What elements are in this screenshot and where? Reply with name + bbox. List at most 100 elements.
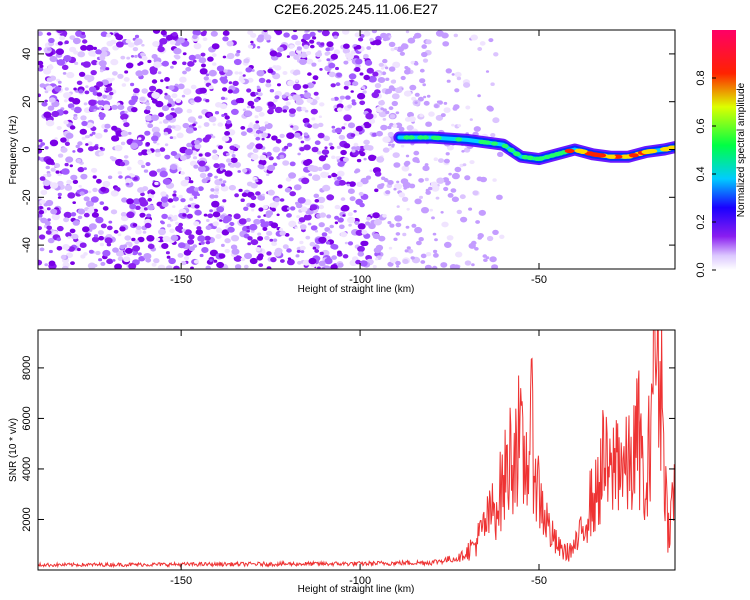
noise-speck — [299, 58, 307, 65]
x-tick-label: -100 — [349, 575, 371, 587]
noise-speck — [144, 222, 152, 229]
signal-blob — [433, 135, 441, 141]
noise-speck — [96, 92, 103, 97]
noise-speck — [445, 181, 450, 186]
noise-speck — [292, 83, 302, 91]
noise-speck — [223, 215, 232, 223]
noise-speck — [424, 177, 429, 182]
noise-speck — [133, 87, 140, 94]
noise-speck — [166, 223, 172, 228]
noise-speck — [374, 171, 382, 177]
noise-speck — [359, 34, 365, 38]
noise-speck — [98, 60, 107, 67]
noise-speck — [487, 106, 494, 112]
noise-speck — [347, 188, 355, 194]
noise-speck — [147, 193, 155, 199]
noise-speck — [428, 186, 433, 191]
noise-speck — [477, 236, 483, 240]
noise-speck — [372, 265, 377, 269]
noise-speck — [192, 30, 201, 36]
noise-speck — [100, 223, 107, 229]
noise-speck — [385, 190, 391, 195]
noise-speck — [265, 213, 272, 219]
noise-speck — [194, 54, 201, 60]
snr-frame — [37, 329, 676, 571]
noise-speck — [108, 220, 113, 224]
noise-speck — [177, 167, 182, 171]
noise-speck — [392, 61, 401, 68]
noise-speck — [464, 260, 472, 266]
noise-speck — [453, 33, 458, 38]
noise-speck — [350, 90, 354, 93]
noise-speck — [342, 30, 350, 35]
noise-speck — [380, 124, 388, 131]
noise-speck — [229, 149, 234, 154]
noise-speck — [124, 235, 132, 241]
noise-speck — [234, 71, 239, 75]
noise-speck — [291, 34, 298, 40]
noise-speck — [266, 251, 272, 256]
noise-speck — [471, 263, 475, 267]
noise-speck — [318, 222, 325, 228]
noise-speck — [182, 61, 187, 66]
noise-speck — [380, 183, 385, 187]
noise-speck — [456, 76, 462, 81]
noise-speck — [280, 259, 285, 263]
noise-speck — [311, 117, 316, 121]
noise-speck — [161, 213, 168, 219]
noise-speck — [266, 230, 273, 236]
noise-speck — [355, 125, 363, 132]
noise-speck — [246, 105, 251, 109]
noise-speck — [257, 92, 263, 97]
noise-speck — [342, 214, 346, 217]
chart-title: C2E6.2025.245.11.06.E27 — [274, 1, 438, 17]
noise-speck — [319, 68, 323, 71]
noise-speck — [258, 164, 265, 170]
noise-speck — [65, 156, 74, 163]
noise-speck — [169, 136, 174, 140]
noise-speck — [311, 62, 317, 67]
signal-blob — [644, 149, 655, 154]
noise-speck — [255, 143, 263, 150]
noise-speck — [46, 77, 53, 83]
noise-speck — [356, 158, 362, 163]
noise-speck — [391, 100, 398, 107]
noise-speck — [390, 47, 395, 52]
noise-speck — [266, 266, 272, 269]
noise-speck — [372, 132, 378, 137]
noise-speck — [250, 40, 254, 44]
noise-speck — [486, 235, 494, 242]
noise-speck — [388, 246, 393, 250]
noise-speck — [286, 142, 293, 147]
noise-speck — [130, 142, 139, 150]
noise-speck — [387, 221, 392, 225]
noise-speck — [432, 232, 437, 236]
noise-speck — [336, 103, 344, 109]
noise-speck — [187, 239, 195, 245]
noise-speck — [303, 144, 311, 151]
noise-speck — [60, 147, 68, 153]
noise-speck — [462, 163, 467, 167]
noise-speck — [73, 106, 82, 114]
noise-speck — [405, 225, 410, 229]
noise-speck — [87, 262, 96, 269]
noise-speck — [354, 170, 359, 174]
noise-speck — [365, 112, 374, 120]
noise-speck — [83, 212, 90, 218]
noise-speck — [120, 141, 126, 146]
spectrogram-xlabel: Height of straight line (km) — [298, 284, 415, 295]
noise-speck — [234, 193, 240, 198]
noise-speck — [274, 106, 283, 114]
noise-speck — [250, 182, 258, 189]
noise-speck — [306, 82, 315, 89]
noise-speck — [304, 40, 308, 44]
noise-speck — [247, 236, 253, 241]
noise-speck — [266, 79, 271, 84]
noise-speck — [329, 146, 335, 150]
noise-speck — [197, 235, 206, 242]
noise-speck — [268, 108, 274, 114]
noise-speck — [62, 265, 69, 269]
x-tick-label: -50 — [531, 575, 547, 587]
signal-blob — [537, 156, 545, 161]
noise-speck — [93, 108, 97, 112]
